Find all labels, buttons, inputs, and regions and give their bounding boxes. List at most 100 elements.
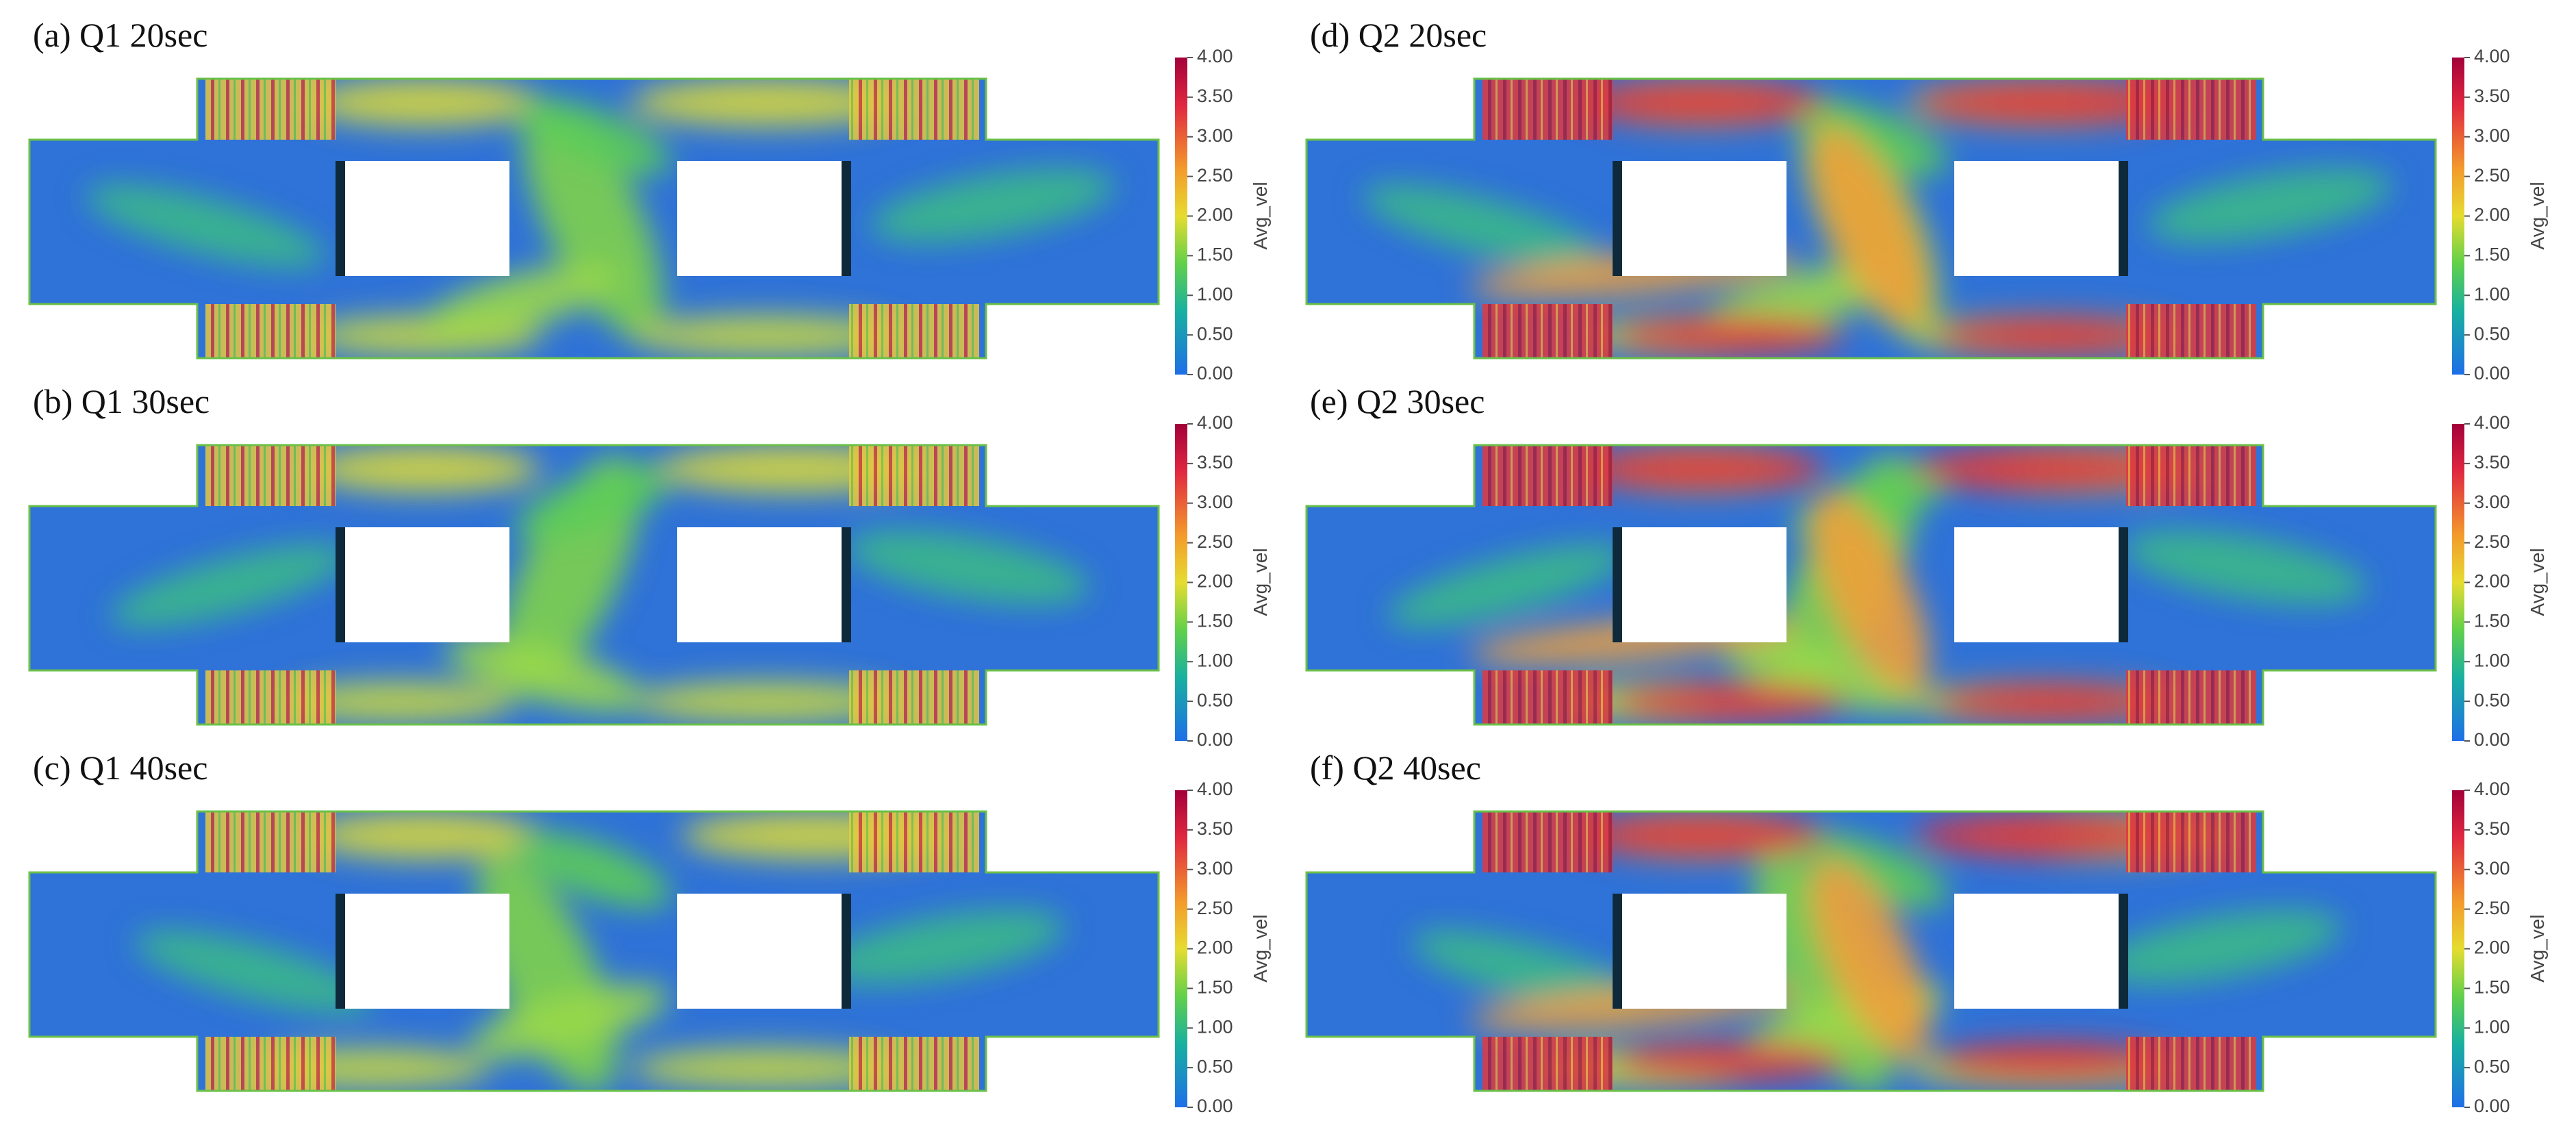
colorbar-tick-label: 2.00 xyxy=(2474,571,2510,592)
hole xyxy=(1954,527,2119,642)
panel: (a) Q1 20sec 0.00 0.50 1.00 1.50 2.00 2.50 3.00… xyxy=(28,16,1271,383)
hole-shadow xyxy=(336,161,345,276)
flow-blob xyxy=(1914,447,2188,491)
colorbar-tick-label: 0.50 xyxy=(1197,323,1233,344)
flow-blobs xyxy=(1363,79,2392,356)
hole xyxy=(677,527,842,642)
panel: (f) Q2 40sec 0.00 0.50 1.00 1.50 2.00 2.50 3.00… xyxy=(1305,748,2548,1116)
colorbar-tick-label: 0.00 xyxy=(1197,1096,1233,1116)
colorbar-tick-label: 1.00 xyxy=(1197,284,1233,304)
flow-blob xyxy=(1934,1042,2167,1081)
flow-blob xyxy=(1810,125,1930,327)
flow-blob xyxy=(630,1048,904,1089)
domain-outline xyxy=(28,810,1160,1092)
panel: (e) Q2 30sec 0.00 0.50 1.00 1.50 2.00 2.50 3.00… xyxy=(1305,382,2548,750)
domain-outline xyxy=(1305,810,2437,1092)
hole xyxy=(677,161,842,276)
flow-blob xyxy=(630,79,904,127)
colorbar-tick-label: 0.50 xyxy=(2474,690,2510,710)
hole xyxy=(1622,894,1786,1009)
colorbar-tick-label: 1.00 xyxy=(2474,650,2510,670)
colorbar xyxy=(1175,790,1187,1107)
panel-label: (e) Q2 30sec xyxy=(1310,382,1485,420)
colorbar-tick-label: 2.00 xyxy=(2474,205,2510,225)
flow-blob xyxy=(1934,683,2167,721)
colorbar-tick-label: 1.50 xyxy=(1197,611,1233,631)
flow-blob xyxy=(1914,81,2188,125)
flow-blobs xyxy=(1387,445,2366,722)
flow-blob xyxy=(110,544,349,627)
flow-blob xyxy=(283,681,516,722)
flow-blob xyxy=(630,315,904,356)
stripe-zone xyxy=(205,445,336,506)
colorbar-tick-label: 0.00 xyxy=(1197,729,1233,750)
colorbar xyxy=(1175,58,1187,375)
hole-shadow xyxy=(1613,527,1622,642)
flow-blob xyxy=(821,909,1065,985)
hole xyxy=(1954,161,2119,276)
flow-field xyxy=(1306,811,2436,1091)
panel: (d) Q2 20sec 0.00 0.50 1.00 1.50 2.00 2.50 3.00… xyxy=(1305,16,2548,383)
flow-blob xyxy=(86,184,325,268)
hole-shadow xyxy=(842,527,851,642)
stripe-zone xyxy=(1482,1037,1613,1091)
colorbar-tick-label: 3.00 xyxy=(2474,858,2510,879)
stripe-zone xyxy=(849,304,979,358)
colorbar-tick-label: 3.00 xyxy=(1197,858,1233,879)
colorbar xyxy=(2452,58,2464,375)
flow-blobs xyxy=(110,445,1089,722)
colorbar-tick-label: 2.50 xyxy=(1197,531,1233,552)
colorbar-tick-label: 1.50 xyxy=(2474,244,2510,265)
colorbar-tick-label: 2.50 xyxy=(2474,165,2510,186)
colorbar-tick-label: 1.00 xyxy=(1197,1016,1233,1037)
colorbar-tick-label: 3.00 xyxy=(1197,492,1233,512)
colorbar-tick-label: 2.00 xyxy=(1197,571,1233,592)
panel: (c) Q1 40sec 0.00 0.50 1.00 1.50 2.00 2.50 3.00… xyxy=(28,748,1271,1116)
colorbar-tick-label: 0.00 xyxy=(2474,729,2510,750)
panel-label: (d) Q2 20sec xyxy=(1310,16,1487,54)
flow-blob xyxy=(515,831,671,908)
flow-blob xyxy=(1934,316,2167,355)
flow-blobs xyxy=(86,79,1115,356)
stripe-zone xyxy=(205,811,336,872)
colorbar-tick-label: 4.00 xyxy=(2474,46,2510,66)
flow-blob xyxy=(1578,814,1825,857)
hole-shadow xyxy=(2119,894,2128,1009)
colorbar-tick-label: 3.00 xyxy=(2474,492,2510,512)
flow-blob xyxy=(445,636,644,712)
flow-blob xyxy=(2123,530,2366,605)
hole-shadow xyxy=(336,527,345,642)
flow-field xyxy=(29,445,1159,724)
colorbar-tick-label: 1.50 xyxy=(1197,977,1233,998)
colorbar-tick-label: 4.00 xyxy=(1197,46,1233,66)
stripe-zone xyxy=(849,445,979,506)
flow-blob xyxy=(515,99,671,175)
stripe-zone xyxy=(1482,811,1613,872)
stripe-zone xyxy=(1482,304,1613,358)
panel-label: (c) Q1 40sec xyxy=(33,748,207,787)
flow-blob xyxy=(1722,636,1921,712)
colorbar xyxy=(2452,790,2464,1107)
colorbar-tick-label: 1.00 xyxy=(1197,650,1233,670)
domain-outline xyxy=(1305,77,2437,360)
stripe-zone xyxy=(849,1037,979,1091)
flow-blob xyxy=(308,811,541,859)
colorbar-tick-label: 4.00 xyxy=(2474,412,2510,433)
colorbar-tick-label: 2.50 xyxy=(2474,531,2510,552)
stripe-zone xyxy=(2126,79,2256,140)
hole-shadow xyxy=(336,894,345,1009)
stripe-zone xyxy=(2126,811,2256,872)
flow-blob xyxy=(846,530,1089,605)
colorbar-tick-label: 0.00 xyxy=(2474,363,2510,383)
hole xyxy=(345,527,509,642)
hole-shadow xyxy=(1613,161,1622,276)
colorbar-tick-label: 2.00 xyxy=(1197,205,1233,225)
flow-blob xyxy=(470,983,669,1059)
colorbar-tick-label: 3.50 xyxy=(2474,86,2510,106)
domain-outline xyxy=(28,77,1160,360)
colorbar-tick-label: 4.00 xyxy=(1197,779,1233,799)
flow-blob xyxy=(871,168,1115,243)
flow-blob xyxy=(1914,814,2188,857)
flow-field xyxy=(1306,445,2436,724)
stripe-zone xyxy=(2126,304,2256,358)
